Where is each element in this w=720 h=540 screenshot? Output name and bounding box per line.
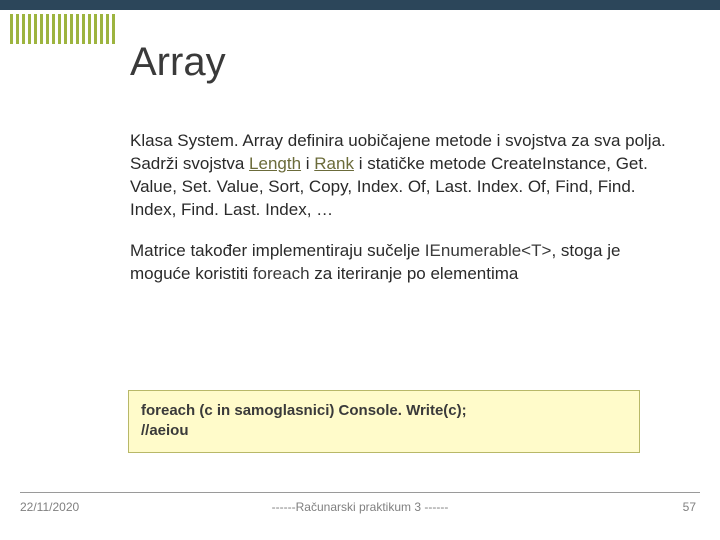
slide-title: Array: [130, 40, 226, 85]
stripe: [82, 14, 85, 44]
paragraph-1: Klasa System. Array definira uobičajene …: [130, 130, 670, 222]
code-box: foreach (c in samoglasnici) Console. Wri…: [128, 390, 640, 453]
stripe: [46, 14, 49, 44]
stripe: [22, 14, 25, 44]
footer-rule: [20, 492, 700, 493]
body-text: Klasa System. Array definira uobičajene …: [130, 130, 670, 304]
slide: Array Klasa System. Array definira uobič…: [0, 0, 720, 540]
stripe: [106, 14, 109, 44]
highlight-foreach: foreach: [253, 264, 310, 283]
stripe: [10, 14, 13, 44]
stripe: [70, 14, 73, 44]
p2-text1a: Matrice također implementiraju sučelje: [130, 241, 425, 260]
stripe: [16, 14, 19, 44]
p1-text2a: Sadrži svojstva: [130, 154, 249, 173]
p1-text2b: i: [301, 154, 314, 173]
stripe: [100, 14, 103, 44]
stripes-decoration: [10, 14, 115, 44]
p1-text1: Klasa System. Array definira uobičajene …: [130, 131, 666, 150]
stripe: [76, 14, 79, 44]
paragraph-2: Matrice također implementiraju sučelje I…: [130, 240, 670, 286]
underline-length: Length: [249, 154, 301, 173]
stripe: [94, 14, 97, 44]
highlight-ienumerable: IEnumerable<T>: [425, 241, 552, 260]
footer-page: 57: [683, 500, 696, 514]
code-line-1: foreach (c in samoglasnici) Console. Wri…: [141, 401, 627, 421]
p2-text1c: za iteriranje po elementima: [310, 264, 519, 283]
stripe: [112, 14, 115, 44]
stripe: [58, 14, 61, 44]
stripe: [88, 14, 91, 44]
stripe: [64, 14, 67, 44]
stripe: [52, 14, 55, 44]
footer-center: ------Računarski praktikum 3 ------: [0, 500, 720, 514]
top-bar: [0, 0, 720, 10]
code-line-2: //aeiou: [141, 421, 627, 441]
stripe: [34, 14, 37, 44]
stripe: [28, 14, 31, 44]
stripe: [40, 14, 43, 44]
underline-rank: Rank: [314, 154, 354, 173]
